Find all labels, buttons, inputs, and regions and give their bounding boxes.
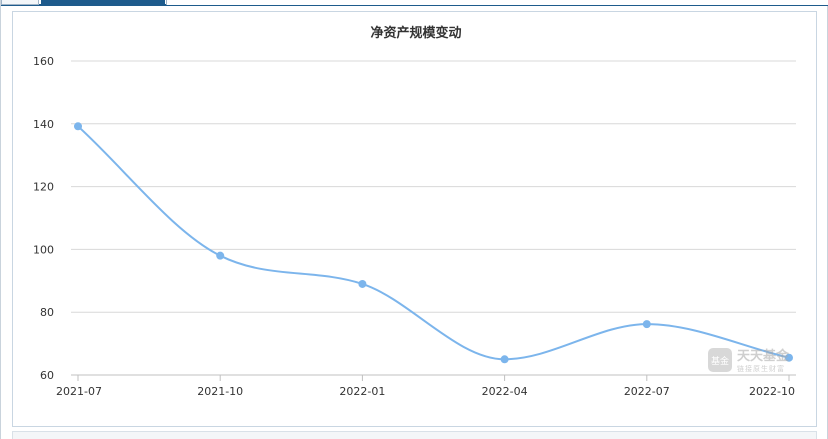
x-axis: 2021-07 2021-10 2022-01 2022-04 2022-07 2022-… xyxy=(56,374,796,398)
y-tick-label: 100 xyxy=(33,243,54,256)
x-tick-label: 2021-10 xyxy=(197,385,243,398)
x-tick-label: 2021-07 xyxy=(56,385,102,398)
grid-lines xyxy=(71,60,796,313)
y-tick-label: 60 xyxy=(40,369,54,382)
x-tick-label: 2022-07 xyxy=(624,385,670,398)
tab-previous[interactable] xyxy=(1,0,39,5)
tab-active[interactable] xyxy=(41,0,165,5)
watermark-badge: 基金 xyxy=(711,355,729,367)
y-axis-ticks: 60 80 100 120 140 160 xyxy=(33,55,54,382)
tab-bar xyxy=(1,0,828,6)
y-tick-label: 120 xyxy=(33,181,54,194)
series-layer xyxy=(74,122,793,364)
data-point[interactable] xyxy=(785,353,793,362)
x-tick-label: 2022-10 xyxy=(749,385,795,398)
watermark: 基金 天天基金 链接原生财富 xyxy=(708,348,790,373)
chart-title: 净资产规模变动 xyxy=(370,25,461,41)
x-tick-label: 2022-01 xyxy=(339,385,385,398)
watermark-title: 天天基金 xyxy=(737,348,790,364)
data-point[interactable] xyxy=(642,320,651,329)
series-line xyxy=(77,125,790,361)
tab-rest xyxy=(166,0,828,5)
footer-strip xyxy=(12,431,817,439)
y-tick-label: 80 xyxy=(40,306,54,319)
y-tick-label: 160 xyxy=(33,55,54,68)
data-point[interactable] xyxy=(500,355,509,364)
chart-panel xyxy=(12,11,817,427)
watermark-subtitle: 链接原生财富 xyxy=(737,364,785,373)
x-tick-label: 2022-04 xyxy=(482,385,528,398)
y-tick-label: 140 xyxy=(33,118,54,131)
data-point[interactable] xyxy=(358,279,367,288)
watermark-badge-icon xyxy=(708,348,732,372)
data-point[interactable] xyxy=(216,251,225,260)
data-point[interactable] xyxy=(74,122,82,131)
